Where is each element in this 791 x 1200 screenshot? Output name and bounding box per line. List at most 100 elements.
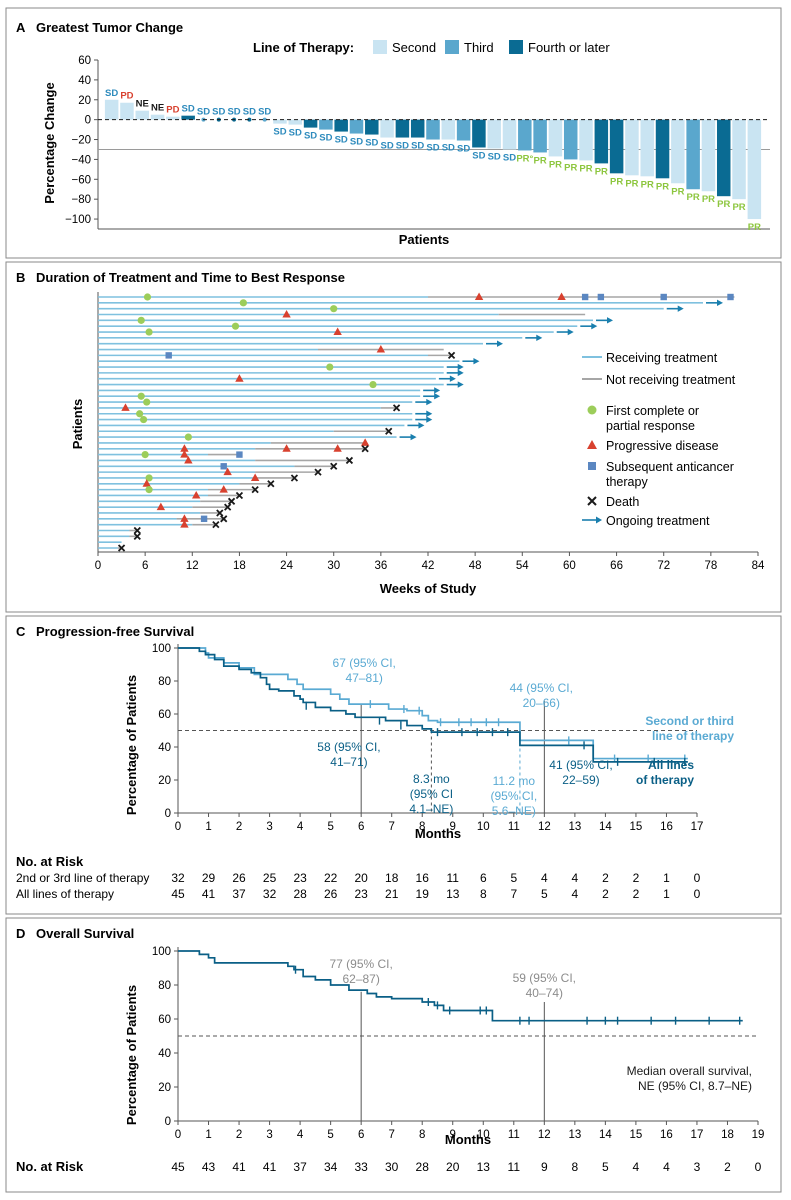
- bar: [487, 119, 501, 149]
- response-marker: [137, 392, 145, 400]
- x-tick-label: 9: [450, 821, 456, 833]
- bar-label: SD: [457, 144, 470, 155]
- x-tick-label: 2: [236, 821, 242, 833]
- panel-a-letter: A: [16, 20, 26, 35]
- death-marker: [392, 404, 401, 412]
- y-tick-label: −80: [71, 194, 91, 206]
- risk-count: 43: [202, 1160, 216, 1174]
- progression-marker: [192, 490, 201, 499]
- x-tick-label: 36: [374, 560, 387, 572]
- panel-a-xlabel: Patients: [399, 232, 450, 247]
- death-marker: [290, 474, 299, 482]
- risk-count: 18: [385, 871, 399, 885]
- ongoing-arrow-head: [426, 398, 433, 406]
- bar: [716, 119, 731, 197]
- death-marker: [212, 521, 220, 529]
- ongoing-arrow-head: [457, 369, 464, 377]
- risk-count: 45: [171, 1160, 185, 1174]
- x-tick-label: 6: [142, 560, 148, 572]
- risk-count: 6: [480, 871, 487, 885]
- x-tick-label: 13: [568, 821, 581, 833]
- bar-label: SD: [273, 127, 286, 138]
- risk-count: 8: [571, 1160, 578, 1174]
- subsequent-therapy-marker: [597, 293, 605, 301]
- bar-label: PD: [166, 105, 179, 116]
- x-tick-label: 72: [657, 560, 670, 572]
- risk-count: 29: [202, 871, 216, 885]
- death-marker: [251, 485, 259, 494]
- annotation-d59: 59 (95% CI, 40–74): [513, 971, 576, 1000]
- bar: [456, 119, 471, 141]
- bar-label: PR: [748, 222, 761, 233]
- bar-label: PR: [717, 199, 730, 210]
- legend-arrow-head: [596, 516, 602, 524]
- risk-count: 4: [572, 887, 579, 901]
- y-tick-label: −100: [65, 214, 91, 226]
- ongoing-arrow-head: [607, 317, 613, 324]
- risk-count: 2: [602, 887, 609, 901]
- bar-label: SD: [258, 107, 271, 118]
- bar-label: SD: [365, 138, 378, 149]
- bar-label: PR°: [516, 153, 533, 164]
- bar: [518, 119, 532, 151]
- death-marker: [216, 509, 224, 517]
- bar-label: SD: [197, 107, 210, 118]
- response-marker: [145, 486, 153, 494]
- bar: [625, 119, 639, 176]
- bar-label: PR: [687, 192, 700, 203]
- x-tick-label: 4: [297, 1129, 304, 1141]
- annotation-d77: 77 (95% CI, 62–87): [329, 957, 392, 986]
- x-tick-label: 11: [508, 1129, 520, 1141]
- x-tick-label: 4: [297, 821, 304, 833]
- bar: [181, 115, 195, 120]
- risk-count: 0: [694, 887, 701, 901]
- legend-response-marker: [587, 405, 597, 415]
- risk-count: 32: [171, 871, 185, 885]
- risk-count: 4: [541, 871, 548, 885]
- panel-b-xlabel: Weeks of Study: [380, 581, 477, 596]
- progression-marker: [184, 455, 193, 464]
- legend-subsequent: Subsequent anticancer therapy: [606, 460, 734, 489]
- risk-count: 8: [480, 887, 487, 901]
- y-tick-label: 60: [158, 1014, 171, 1026]
- panel-b-title: Duration of Treatment and Time to Best R…: [36, 270, 345, 285]
- subsequent-therapy-marker: [220, 463, 227, 470]
- bar: [502, 119, 517, 150]
- bar-label: SD: [426, 143, 439, 154]
- x-tick-label: 42: [422, 560, 435, 572]
- death-marker: [361, 445, 369, 453]
- risk-count: 26: [324, 887, 338, 901]
- x-tick-label: 5: [327, 1129, 333, 1141]
- ongoing-arrow-head: [473, 358, 480, 365]
- risk-count: 7: [510, 887, 517, 901]
- x-tick-label: 17: [691, 1129, 704, 1141]
- legend-label-fourth: Fourth or later: [528, 40, 610, 55]
- response-marker: [143, 398, 151, 406]
- bar: [594, 119, 609, 164]
- y-tick-label: 80: [158, 980, 171, 992]
- bar-label: SD: [488, 151, 501, 162]
- response-marker: [326, 363, 334, 371]
- risk-count: 33: [354, 1160, 368, 1174]
- progression-marker: [180, 514, 189, 522]
- annotation-lab_all: All lines of therapy: [636, 758, 694, 787]
- risk-count: 19: [416, 887, 430, 901]
- response-marker: [137, 316, 145, 324]
- response-marker: [145, 474, 153, 482]
- ongoing-arrow-head: [497, 340, 503, 347]
- progression-marker: [282, 310, 291, 318]
- bar: [365, 119, 379, 135]
- progression-marker: [282, 444, 291, 452]
- y-tick-label: 20: [158, 1082, 171, 1094]
- progression-marker: [333, 444, 342, 452]
- progression-marker: [180, 444, 189, 452]
- death-marker: [330, 462, 338, 470]
- y-tick-label: 60: [158, 709, 171, 721]
- death-marker: [447, 351, 456, 360]
- km-curve: [178, 647, 688, 760]
- bar: [441, 119, 456, 140]
- ongoing-arrow-head: [717, 299, 723, 307]
